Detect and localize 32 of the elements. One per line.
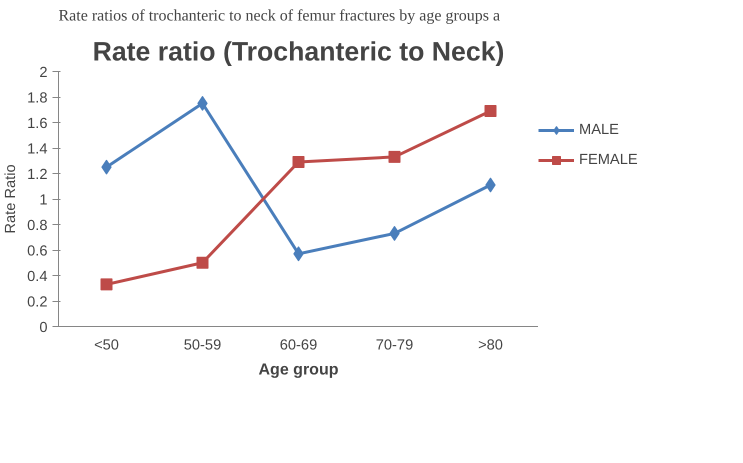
x-tick-label: >80: [478, 338, 503, 354]
y-axis-title: Rate Ratio: [3, 164, 20, 234]
point: [293, 246, 304, 262]
point: [292, 156, 304, 168]
point: [389, 226, 400, 241]
y-tick-label: 0: [39, 320, 48, 336]
chart-title: Rate ratio (Trochanteric to Neck): [92, 36, 504, 66]
y-tick-label: 0.6: [27, 244, 48, 260]
point: [100, 278, 112, 290]
y-tick-label: 0.4: [27, 269, 48, 285]
y-tick-label: 1.6: [27, 116, 48, 132]
text: Rate ratios of trochanteric to neck of femur fractures by age groups a: [58, 8, 500, 24]
x-tick-label: 50-59: [184, 338, 222, 354]
y-tick-label: 1.4: [27, 142, 48, 158]
y-tick-label: 0.2: [27, 294, 48, 310]
legend-label: FEMALE: [579, 152, 638, 168]
point: [485, 177, 496, 192]
x-tick-label: <50: [94, 338, 119, 354]
point: [101, 160, 112, 175]
x-tick-label: 70-79: [376, 338, 414, 354]
y-tick-label: 1.2: [27, 167, 48, 183]
x-axis-title: Age group: [258, 362, 339, 378]
point: [197, 96, 208, 111]
x-tick-label: 60-69: [280, 338, 318, 354]
point: [196, 256, 208, 269]
legend-label: MALE: [579, 122, 619, 138]
y-tick-label: 2: [39, 65, 48, 81]
y-tick-label: 0.8: [27, 218, 48, 234]
point: [484, 105, 496, 118]
point: [388, 150, 400, 163]
y-tick-label: 1.8: [27, 90, 48, 106]
y-tick-label: 1: [39, 192, 48, 208]
